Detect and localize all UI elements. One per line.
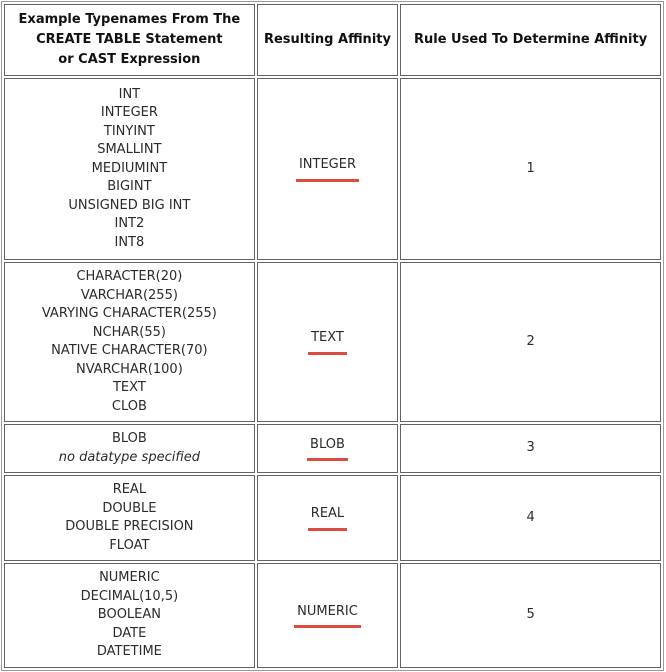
- typename-note: no datatype specified: [58, 449, 200, 465]
- affinity-link[interactable]: TEXT: [308, 329, 347, 355]
- header-row: Example Typenames From The CREATE TABLE …: [4, 4, 661, 76]
- header-example-typenames: Example Typenames From The CREATE TABLE …: [4, 4, 255, 76]
- typename: NCHAR(55): [92, 324, 166, 340]
- table-row: CHARACTER(20) VARCHAR(255) VARYING CHARACT…: [4, 262, 661, 422]
- typename: SMALLINT: [97, 142, 162, 158]
- typename: BLOB: [111, 431, 147, 446]
- rule-cell: 1: [400, 78, 661, 260]
- typename: DATETIME: [96, 644, 162, 659]
- table-row: BLOB no datatype specified BLOB 3: [4, 424, 661, 473]
- typenames-cell: NUMERIC DECIMAL(10,5) BOOLEAN DATE DATETIME: [4, 563, 255, 668]
- rule-cell: 5: [400, 563, 661, 668]
- table-row: INT INTEGER TINYINT SMALLINT MEDIUMINT BIGINT…: [4, 78, 661, 260]
- typename: DOUBLE: [102, 500, 157, 516]
- affinity-link[interactable]: INTEGER: [295, 156, 359, 182]
- affinity-table-body: INT INTEGER TINYINT SMALLINT MEDIUMINT BIGINT…: [4, 78, 661, 668]
- typename: INTEGER: [100, 105, 158, 121]
- typename: DOUBLE PRECISION: [65, 519, 194, 534]
- affinity-link[interactable]: NUMERIC: [294, 603, 361, 628]
- typename: BIGINT: [107, 179, 152, 195]
- typename: INT8: [114, 234, 145, 250]
- typename: VARCHAR(255): [80, 287, 178, 303]
- affinity-link[interactable]: BLOB: [307, 436, 348, 462]
- typename: DECIMAL(10,5): [80, 588, 179, 604]
- typename: INT: [118, 86, 141, 102]
- typename: TINYINT: [103, 123, 155, 139]
- table-row: REAL DOUBLE DOUBLE PRECISION FLOAT REAL 4: [4, 475, 661, 561]
- typename: REAL: [112, 482, 147, 497]
- affinity-cell: NUMERIC: [256, 563, 399, 668]
- typename: CHARACTER(20): [76, 269, 183, 284]
- header-resulting-affinity: Resulting Affinity: [256, 4, 399, 76]
- rule-cell: 2: [400, 262, 661, 422]
- typename: NUMERIC: [99, 570, 160, 585]
- typenames-cell: REAL DOUBLE DOUBLE PRECISION FLOAT: [4, 475, 255, 561]
- typename: NATIVE CHARACTER(70): [51, 343, 208, 358]
- affinity-cell: REAL: [256, 475, 399, 561]
- typename: NVARCHAR(100): [75, 361, 183, 377]
- typename: TEXT: [112, 380, 146, 395]
- typename: MEDIUMINT: [91, 160, 168, 176]
- affinity-cell: TEXT: [256, 262, 399, 422]
- affinity-link[interactable]: REAL: [307, 505, 348, 531]
- typename: UNSIGNED BIG INT: [68, 197, 191, 213]
- typenames-cell: CHARACTER(20) VARCHAR(255) VARYING CHARACT…: [4, 262, 255, 422]
- rule-cell: 4: [400, 475, 661, 561]
- typename: INT2: [114, 216, 145, 232]
- table-row: NUMERIC DECIMAL(10,5) BOOLEAN DATE DATETIME N…: [4, 563, 661, 668]
- rule-cell: 3: [400, 424, 661, 473]
- header-rule-used: Rule Used To Determine Affinity: [400, 4, 661, 76]
- affinity-cell: BLOB: [256, 424, 399, 473]
- typenames-cell: BLOB no datatype specified: [4, 424, 255, 473]
- typename: VARYING CHARACTER(255): [41, 306, 217, 321]
- table-header: Example Typenames From The CREATE TABLE …: [4, 4, 661, 76]
- typename: CLOB: [111, 398, 147, 414]
- typename: DATE: [112, 625, 147, 641]
- typenames-cell: INT INTEGER TINYINT SMALLINT MEDIUMINT BIGINT…: [4, 78, 255, 260]
- typename: BOOLEAN: [97, 607, 161, 622]
- affinity-cell: INTEGER: [256, 78, 399, 260]
- typename: FLOAT: [109, 537, 150, 553]
